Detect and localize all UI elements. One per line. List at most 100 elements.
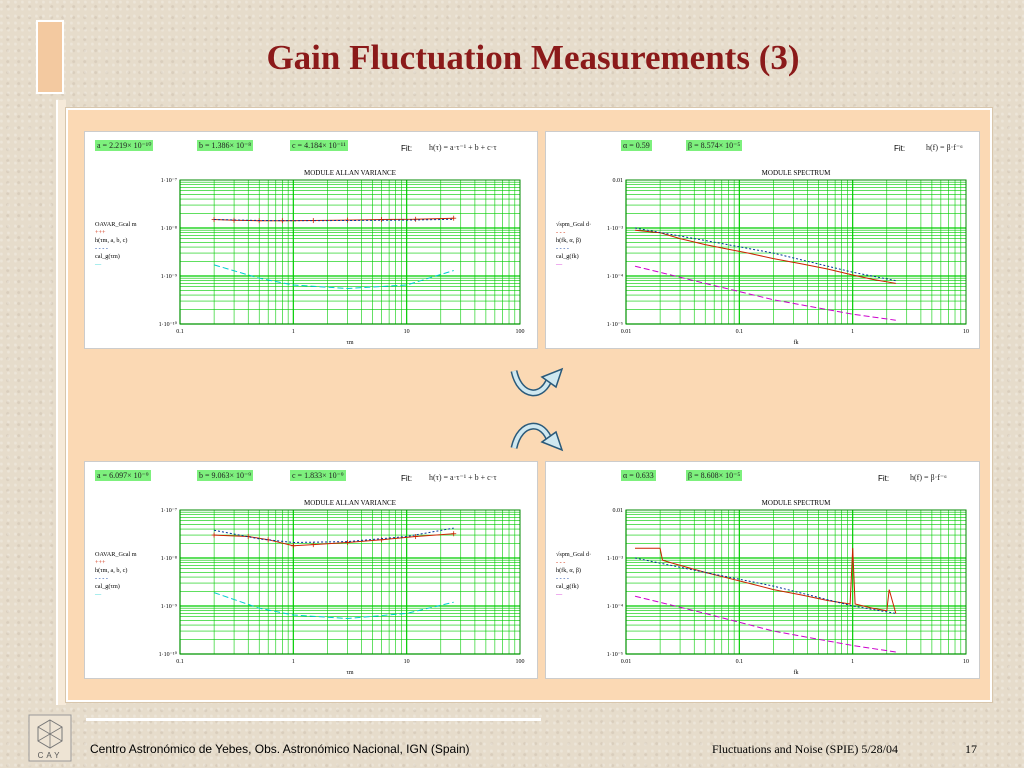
series-line-0 xyxy=(635,547,897,614)
chart-grid xyxy=(179,180,520,325)
spectrum-plot-top: α = 0.59 β = 8.574× 10⁻⁵ Fit: h(f) = β·f⁻ᵅ M… xyxy=(545,131,980,349)
cay-logo: CAY xyxy=(28,714,72,762)
data-point xyxy=(413,534,419,540)
y-tick-label: 1·10⁻⁵ xyxy=(607,652,623,658)
x-axis-label: τm xyxy=(346,670,353,676)
param-value: α = 0.59 xyxy=(621,140,652,151)
slide-title: Gain Fluctuation Measurements (3) xyxy=(266,38,800,77)
rotate-arrow-top-icon xyxy=(510,367,564,397)
chart-title: MODULE ALLAN VARIANCE xyxy=(304,499,396,507)
series-line-2 xyxy=(634,265,896,321)
y-tick-label: 1·10⁻⁸ xyxy=(161,226,177,232)
y-tick-label: 1·10⁻¹⁰ xyxy=(159,321,178,328)
x-axis-label: fk xyxy=(794,339,799,346)
legend-entry: OAVAR_Gcal m xyxy=(95,221,137,228)
legend-entry: h(τm, a, b, c) xyxy=(95,237,127,244)
param-value: β = 8.574× 10⁻⁵ xyxy=(686,140,743,151)
y-tick-label: 1·10⁻³ xyxy=(607,226,623,232)
y-tick-label: 1·10⁻⁴ xyxy=(607,274,623,280)
x-tick-label: 0.1 xyxy=(176,329,184,335)
series-line-0 xyxy=(214,533,454,547)
x-tick-label: 10 xyxy=(404,659,410,665)
chart-svg: MODULE SPECTRUM 0.01 0.1 1 10 1·10⁻⁵ 1·10⁻⁴ 1·1… xyxy=(555,169,969,346)
legend-entry: — xyxy=(94,591,102,598)
series-line-1 xyxy=(214,218,454,222)
y-tick-label: 1·10⁻⁹ xyxy=(161,274,177,280)
chart-svg: MODULE ALLAN VARIANCE 0.1 1 10 100 1·10⁻¹⁰ 1·1… xyxy=(94,169,525,346)
fit-label: Fit: xyxy=(401,474,413,483)
chart-svg: MODULE SPECTRUM 0.01 0.1 1 10 1·10⁻⁵ 1·10⁻⁴ 1·1… xyxy=(555,499,969,676)
y-tick-label: 1·10⁻⁷ xyxy=(161,178,177,184)
x-tick-label: 0.1 xyxy=(736,329,744,335)
data-point xyxy=(310,542,316,548)
data-point xyxy=(290,543,296,549)
legend-entry: cal_g(τm) xyxy=(95,253,120,260)
fit-label: Fit: xyxy=(894,144,906,153)
legend-entry: √spm_Gcal d· xyxy=(556,221,591,228)
y-tick-label: 1·10⁻¹⁰ xyxy=(159,651,178,658)
legend-entry: - - - xyxy=(556,559,565,566)
x-tick-label: 100 xyxy=(516,659,525,665)
x-tick-label: 1 xyxy=(851,329,854,335)
data-point xyxy=(451,531,457,537)
x-tick-label: 10 xyxy=(963,329,969,335)
series-line-2 xyxy=(213,592,454,620)
x-tick-label: 0.01 xyxy=(621,329,632,335)
chart-title: MODULE SPECTRUM xyxy=(762,169,831,177)
page-number: 17 xyxy=(965,742,977,756)
chart-grid xyxy=(625,180,966,325)
fit-formula: h(τ) = a·τ⁻¹ + b + c·τ xyxy=(429,473,497,482)
data-point xyxy=(451,215,457,221)
legend-entry: — xyxy=(555,591,563,598)
legend-entry: OAVAR_Gcal m xyxy=(95,551,137,558)
param-value: a = 2.219× 10⁻¹⁰ xyxy=(95,140,154,151)
y-tick-label: 0.01 xyxy=(613,178,624,184)
legend-entry: h(fk, α, β) xyxy=(556,567,581,574)
x-tick-label: 0.1 xyxy=(176,659,184,665)
legend-entry: - - - xyxy=(556,229,565,236)
x-tick-label: 10 xyxy=(404,329,410,335)
data-point xyxy=(211,532,217,538)
side-accent-strip xyxy=(56,100,66,705)
x-tick-label: 0.01 xyxy=(621,659,632,665)
data-point xyxy=(379,217,385,223)
side-accent-block xyxy=(36,20,64,94)
x-tick-label: 1 xyxy=(851,659,854,665)
x-axis-label: τm xyxy=(346,340,353,346)
param-value: b = 9.063× 10⁻⁹ xyxy=(197,470,254,481)
legend-entry: +++ xyxy=(95,559,106,566)
footer-conference: Fluctuations and Noise (SPIE) 5/28/04 xyxy=(712,742,898,756)
allan-variance-plot-bottom: a = 6.097× 10⁻⁹ b = 9.063× 10⁻⁹ c = 1.833×… xyxy=(84,461,538,679)
y-tick-label: 1·10⁻⁷ xyxy=(161,508,177,514)
logo-text: CAY xyxy=(38,751,63,760)
footer-divider xyxy=(86,718,541,721)
legend-entry: - - - - xyxy=(95,245,108,252)
chart-grid xyxy=(625,510,966,655)
legend-entry: — xyxy=(555,261,563,268)
series-line-1 xyxy=(214,527,454,544)
legend-entry: - - - - xyxy=(556,245,569,252)
param-value: b = 1.386× 10⁻⁸ xyxy=(197,140,254,151)
legend-entry: +++ xyxy=(95,229,106,236)
x-tick-label: 1 xyxy=(292,329,295,335)
param-value: α = 0.633 xyxy=(621,470,656,481)
legend-entry: h(fk, α, β) xyxy=(556,237,581,244)
x-tick-label: 1 xyxy=(292,659,295,665)
x-tick-label: 10 xyxy=(963,659,969,665)
legend-entry: — xyxy=(94,261,102,268)
data-point xyxy=(379,537,385,543)
series-line-2 xyxy=(213,264,454,290)
chart-title: MODULE ALLAN VARIANCE xyxy=(304,169,396,177)
chart-grid xyxy=(179,510,520,655)
data-point xyxy=(413,216,419,222)
legend-entry: - - - - xyxy=(556,575,569,582)
legend-entry: - - - - xyxy=(95,575,108,582)
chart-svg: MODULE ALLAN VARIANCE 0.1 1 10 100 1·10⁻¹⁰ 1·1… xyxy=(94,499,525,676)
y-tick-label: 1·10⁻⁸ xyxy=(161,556,177,562)
param-value: a = 6.097× 10⁻⁹ xyxy=(95,470,151,481)
footer-institution: Centro Astronómico de Yebes, Obs. Astron… xyxy=(90,742,470,756)
legend-entry: √spm_Gcal d· xyxy=(556,551,591,558)
series-line-2 xyxy=(634,595,896,653)
series-line-0 xyxy=(634,229,896,284)
fit-label: Fit: xyxy=(878,474,890,483)
